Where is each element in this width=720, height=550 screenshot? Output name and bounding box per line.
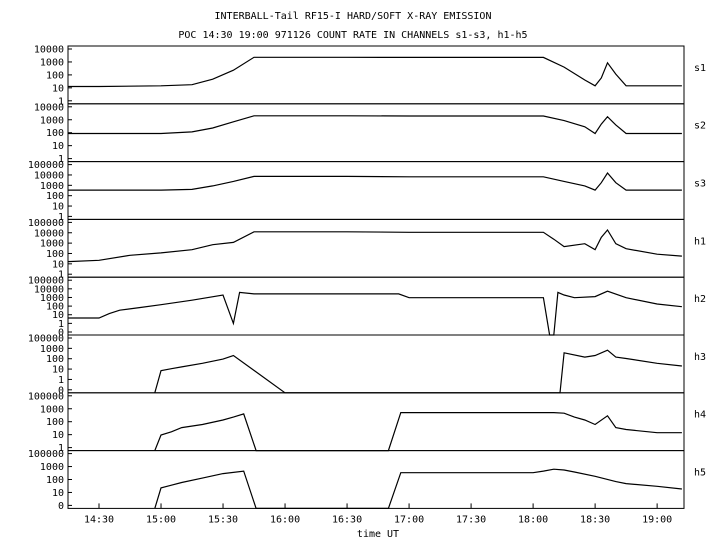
chart-title: INTERBALL-Tail RF15-I HARD/SOFT X-RAY EM… bbox=[215, 11, 492, 22]
y-tick-label: 100 bbox=[46, 475, 64, 486]
y-tick-label: 100 bbox=[46, 302, 64, 313]
y-tick-label: 1000 bbox=[40, 115, 64, 126]
series-line-s3 bbox=[68, 171, 682, 191]
y-tick-label: 100000 bbox=[28, 276, 64, 287]
series-line-h4 bbox=[154, 412, 682, 452]
y-tick-label: 10 bbox=[52, 365, 64, 376]
panel-frame bbox=[67, 392, 685, 452]
series-line-h1 bbox=[67, 228, 682, 263]
y-tick-label: 100000 bbox=[28, 218, 64, 229]
y-tick-label: 1 bbox=[58, 443, 64, 454]
channel-label-h2: h2 bbox=[694, 294, 706, 305]
channel-label-h5: h5 bbox=[694, 468, 706, 479]
channel-label-h4: h4 bbox=[694, 410, 706, 421]
y-tick-label: 10 bbox=[52, 430, 64, 441]
channel-label-h3: h3 bbox=[694, 352, 706, 363]
y-tick-label: 1000 bbox=[40, 181, 64, 192]
y-tick-label: 0 bbox=[58, 385, 64, 396]
y-tick-label: 100 bbox=[46, 70, 64, 81]
y-tick-label: 100000 bbox=[28, 160, 64, 171]
x-tick-label: 17:30 bbox=[456, 514, 486, 525]
y-tick-label: 1000 bbox=[40, 344, 64, 355]
x-tick-label: 15:30 bbox=[208, 514, 238, 525]
y-tick-label: 100000 bbox=[28, 334, 64, 345]
y-tick-label: 10 bbox=[52, 310, 64, 321]
x-tick-label: 14:30 bbox=[84, 514, 114, 525]
x-tick-label: 18:00 bbox=[518, 514, 548, 525]
channel-label-h1: h1 bbox=[694, 236, 706, 247]
y-tick-label: 10 bbox=[52, 202, 64, 213]
panel-frame bbox=[67, 334, 685, 394]
y-tick-label: 10000 bbox=[34, 284, 64, 295]
y-tick-label: 1000 bbox=[40, 57, 64, 68]
y-tick-label: 100000 bbox=[28, 449, 64, 460]
y-tick-label: 1 bbox=[58, 212, 64, 223]
y-tick-label: 1000 bbox=[40, 239, 64, 250]
y-tick-label: 0 bbox=[58, 328, 64, 339]
y-tick-label: 100000 bbox=[28, 391, 64, 402]
x-tick-label: 16:00 bbox=[270, 514, 300, 525]
y-tick-label: 1 bbox=[58, 319, 64, 330]
panel-frame bbox=[67, 103, 685, 163]
series-line-h3 bbox=[154, 349, 682, 394]
y-tick-label: 1 bbox=[58, 96, 64, 107]
y-tick-label: 10000 bbox=[34, 228, 64, 239]
panel-s2: 10000 1000 100 10 1 s2 bbox=[34, 102, 706, 165]
y-tick-label: 0 bbox=[58, 501, 64, 512]
panel-h4: 100000 1000 100 10 1 h4 bbox=[28, 391, 706, 454]
x-axis-label: time UT bbox=[357, 529, 399, 540]
panel-frame bbox=[67, 276, 685, 336]
y-tick-label: 1000 bbox=[40, 404, 64, 415]
y-tick-label: 100 bbox=[46, 191, 64, 202]
x-tick-label: 17:00 bbox=[394, 514, 424, 525]
channel-label-s1: s1 bbox=[694, 63, 706, 74]
chart-subtitle: POC 14:30 19:00 971126 COUNT RATE IN CHA… bbox=[178, 30, 527, 41]
x-tick-label: 18:30 bbox=[580, 514, 610, 525]
y-tick-label: 1000 bbox=[40, 462, 64, 473]
y-tick-label: 10 bbox=[52, 141, 64, 152]
series-line-s1 bbox=[68, 56, 682, 88]
y-tick-label: 1 bbox=[58, 270, 64, 281]
y-tick-label: 10 bbox=[52, 259, 64, 270]
y-tick-label: 100 bbox=[46, 354, 64, 365]
x-tick-label: 15:00 bbox=[146, 514, 176, 525]
y-tick-label: 1 bbox=[58, 154, 64, 165]
y-tick-label: 100 bbox=[46, 417, 64, 428]
y-tick-label: 10 bbox=[52, 488, 64, 499]
panel-frame bbox=[67, 450, 685, 509]
series-line-s2 bbox=[68, 115, 682, 135]
panels-group: 100001000100101s1100001000100101s2100000… bbox=[28, 45, 706, 512]
channel-label-s3: s3 bbox=[694, 179, 706, 190]
y-tick-label: 10000 bbox=[34, 45, 64, 56]
y-tick-label: 10000 bbox=[34, 170, 64, 181]
series-line-h2 bbox=[68, 290, 682, 336]
y-tick-label: 1 bbox=[58, 375, 64, 386]
series-line-h5 bbox=[154, 468, 682, 509]
x-tick-label: 19:00 bbox=[642, 514, 672, 525]
y-tick-label: 100 bbox=[46, 128, 64, 139]
x-axis: 14:30 15:00 15:30 16:00 16:30 17:00 17:30 18:00… bbox=[84, 503, 672, 525]
y-tick-label: 10 bbox=[52, 83, 64, 94]
y-tick-label: 100 bbox=[46, 249, 64, 260]
panel-frame bbox=[67, 45, 685, 105]
y-tick-label: 10000 bbox=[34, 102, 64, 113]
y-tick-label: 1000 bbox=[40, 293, 64, 304]
channel-label-s2: s2 bbox=[694, 121, 706, 132]
x-tick-label: 16:30 bbox=[332, 514, 362, 525]
